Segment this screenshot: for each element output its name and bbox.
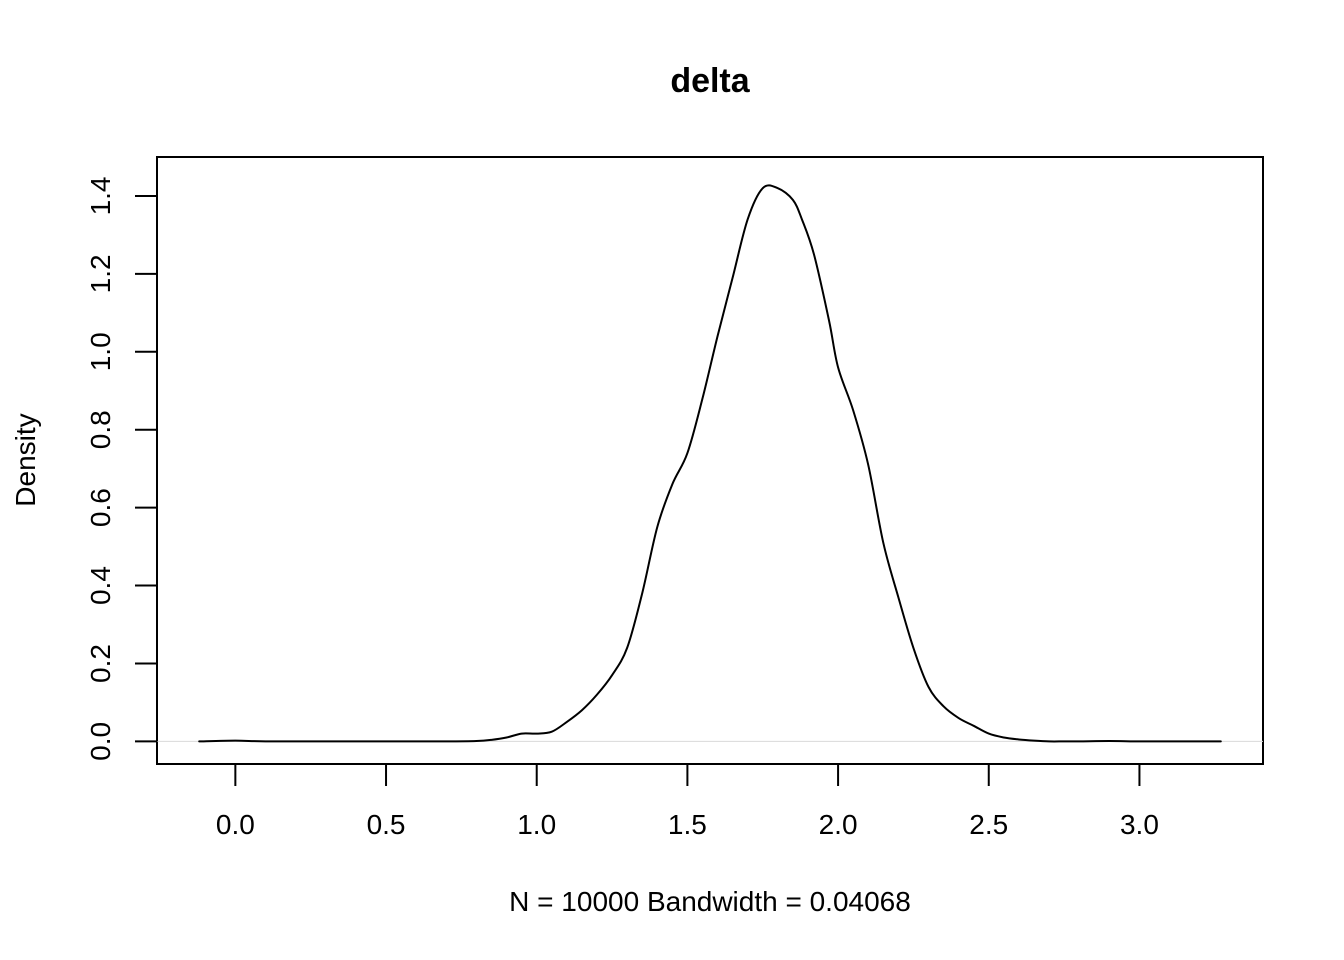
y-tick-label: 0.0 bbox=[85, 722, 116, 761]
x-tick-label: 0.5 bbox=[367, 809, 406, 840]
y-axis: 0.0 0.2 0.4 0.6 0.8 1.0 1.2 1.4 bbox=[85, 176, 158, 761]
x-tick-label: 3.0 bbox=[1120, 809, 1159, 840]
x-tick-label: 0.0 bbox=[216, 809, 255, 840]
y-tick-label: 0.4 bbox=[85, 566, 116, 605]
density-curve bbox=[198, 184, 1222, 743]
chart-title: delta bbox=[670, 62, 750, 100]
y-tick-label: 1.2 bbox=[85, 254, 116, 293]
x-tick-label: 1.0 bbox=[517, 809, 556, 840]
y-tick-label: 1.4 bbox=[85, 176, 116, 215]
x-tick-label: 2.5 bbox=[969, 809, 1008, 840]
y-tick-label: 1.0 bbox=[85, 332, 116, 371]
y-tick-label: 0.2 bbox=[85, 644, 116, 683]
y-tick-label: 0.6 bbox=[85, 488, 116, 527]
x-axis-label: N = 10000 Bandwidth = 0.04068 bbox=[509, 886, 911, 917]
y-tick-label: 0.8 bbox=[85, 410, 116, 449]
plot-frame bbox=[156, 156, 1264, 765]
x-tick-label: 2.0 bbox=[819, 809, 858, 840]
x-tick-label: 1.5 bbox=[668, 809, 707, 840]
y-axis-label: Density bbox=[10, 413, 41, 506]
x-axis: 0.0 0.5 1.0 1.5 2.0 2.5 3.0 bbox=[216, 763, 1159, 840]
